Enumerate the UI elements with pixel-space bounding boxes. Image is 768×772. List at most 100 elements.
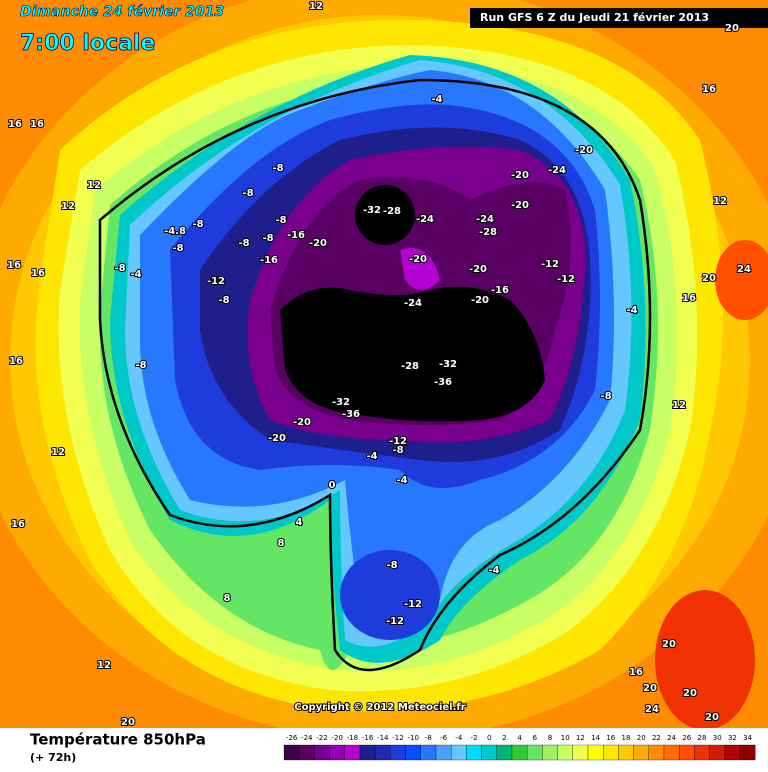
contour-label: -12: [386, 616, 404, 627]
scale-swatch: [420, 744, 437, 761]
scale-swatch: [435, 744, 452, 761]
contour-label: -20: [309, 238, 327, 249]
contour-label: -4: [130, 269, 141, 280]
scale-swatch: [496, 744, 513, 761]
scale-label: 30: [713, 734, 722, 742]
contour-label: 4: [296, 517, 303, 528]
scale-swatch: [694, 744, 710, 761]
scale-label: -16: [362, 734, 374, 742]
scale-swatch: [603, 744, 619, 761]
scale-label: 26: [682, 734, 691, 742]
contour-label: -20: [268, 433, 286, 444]
scale-swatch: [633, 744, 649, 761]
contour-label: -8: [242, 188, 253, 199]
scale-swatch: [557, 744, 573, 761]
contour-label: 16: [682, 293, 696, 304]
contour-label: -8: [218, 295, 229, 306]
scale-swatch: [663, 744, 680, 761]
lead-time: (+ 72h): [30, 751, 76, 764]
contour-label: -4.8: [164, 226, 186, 237]
contour-label: 8: [224, 593, 231, 604]
contour-label: -32: [439, 359, 457, 370]
contour-label: 20: [643, 683, 657, 694]
contour-label: -12: [557, 274, 575, 285]
contour-label: 20: [683, 688, 697, 699]
scale-swatch: [359, 744, 376, 761]
scale-label: -4: [455, 734, 463, 742]
scale-swatch: [587, 744, 604, 761]
contour-label: -28: [383, 206, 401, 217]
contour-label: 12: [51, 447, 65, 458]
scale-swatch: [572, 744, 589, 761]
contour-label: -36: [434, 377, 452, 388]
contour-label: -24: [548, 165, 566, 176]
contour-label: 12: [61, 201, 75, 212]
contour-label: 16: [7, 260, 21, 271]
scale-label: -18: [347, 734, 358, 742]
contour-label: -20: [511, 170, 529, 181]
contour-label: -8: [172, 243, 183, 254]
scale-swatch: [375, 744, 391, 761]
contour-label: -4: [366, 451, 377, 462]
scale-swatch: [618, 744, 634, 761]
contour-label: -24: [404, 298, 422, 309]
contour-label: -4: [488, 565, 499, 576]
contour-label: -12: [404, 599, 422, 610]
scale-swatch: [739, 744, 756, 761]
contour-label: -24: [416, 214, 434, 225]
contour-label: -12: [207, 276, 225, 287]
scale-label: 12: [576, 734, 585, 742]
contour-label: 16: [30, 119, 44, 130]
scale-label: -10: [407, 734, 418, 742]
scale-swatch: [542, 744, 558, 761]
variable-title: Température 850hPa: [30, 731, 206, 749]
contour-label: -8: [386, 560, 397, 571]
contour-label: -8: [275, 215, 286, 226]
contour-label: -8: [392, 445, 403, 456]
scale-label: 20: [637, 734, 646, 742]
scale-swatch: [466, 744, 482, 761]
contour-label: 12: [87, 180, 101, 191]
contour-label: 20: [702, 273, 716, 284]
contour-label: -20: [511, 200, 529, 211]
scale-label: 22: [652, 734, 661, 742]
contour-label: -32: [363, 205, 381, 216]
contour-label: -20: [471, 295, 489, 306]
contour-label: 20: [662, 639, 676, 650]
contour-label: -12: [541, 259, 559, 270]
contour-label: -8: [192, 219, 203, 230]
scale-label: 28: [698, 734, 707, 742]
scale-label: 34: [743, 734, 752, 742]
contour-label: 20: [705, 712, 719, 723]
scale-swatch: [329, 744, 345, 761]
scale-label: 14: [591, 734, 600, 742]
contour-label: 12: [309, 1, 323, 12]
local-time: 7:00 locale: [20, 31, 155, 56]
contour-label: 16: [629, 667, 643, 678]
run-box: [470, 8, 768, 28]
scale-swatch: [283, 744, 300, 761]
scale-label: 6: [533, 734, 538, 742]
scale-label: 32: [728, 734, 737, 742]
scale-label: 24: [667, 734, 676, 742]
contour-label: -4: [431, 94, 442, 105]
scale-label: -6: [440, 734, 448, 742]
contour-label: 16: [11, 519, 25, 530]
contour-label: 16: [702, 84, 716, 95]
scale-swatch: [709, 744, 725, 761]
scale-label: -8: [425, 734, 432, 742]
scale-label: -2: [471, 734, 478, 742]
forecast-date: Dimanche 24 février 2013: [20, 4, 224, 20]
scale-label: -24: [301, 734, 313, 742]
scale-label: 2: [502, 734, 506, 742]
scale-swatch: [527, 744, 543, 761]
scale-swatch: [679, 744, 695, 761]
contour-label: -16: [260, 255, 278, 266]
temperature-field: [0, 0, 768, 728]
contour-label: -16: [287, 230, 305, 241]
contour-label: -20: [469, 264, 487, 275]
scale-swatch: [648, 744, 665, 761]
contour-label: 20: [725, 23, 739, 34]
contour-label: -4: [626, 305, 637, 316]
